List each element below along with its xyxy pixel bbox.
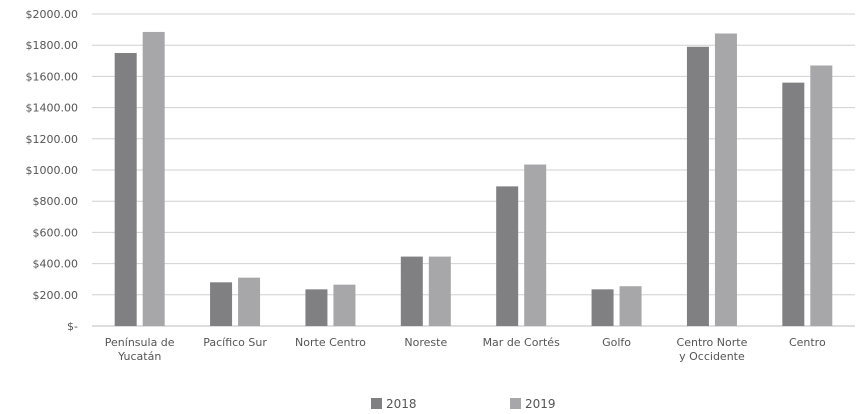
y-tick-label: $2000.00: [26, 8, 79, 21]
bar-2019: [238, 277, 261, 326]
x-category-label: Golfo: [602, 336, 631, 349]
legend-label: 2018: [386, 397, 417, 411]
bar-2019: [714, 33, 737, 326]
y-tick-label: $1000.00: [26, 164, 79, 177]
y-tick-label: $1400.00: [26, 102, 79, 115]
bar-2019: [142, 31, 165, 326]
legend: 2018 2019: [371, 397, 556, 411]
bar-2019: [810, 65, 833, 326]
bar-2018: [686, 46, 709, 326]
bar-2019: [333, 284, 356, 326]
y-tick-label: $400.00: [33, 258, 79, 271]
x-category-label: Norte Centro: [295, 336, 366, 349]
bars: [114, 31, 833, 326]
x-category-label: Pacífico Sur: [203, 336, 267, 349]
legend-swatch: [510, 398, 521, 409]
legend-swatch: [371, 398, 382, 409]
y-tick-label: $1800.00: [26, 39, 79, 52]
bar-2018: [591, 289, 614, 326]
y-tick-label: $1200.00: [26, 133, 79, 146]
bar-2018: [782, 82, 805, 326]
x-category-label: Mar de Cortés: [483, 336, 561, 349]
y-tick-label: $200.00: [33, 289, 79, 302]
bar-2018: [305, 289, 328, 326]
x-category-label: Centro Norte: [677, 336, 748, 349]
bar-2018: [400, 256, 423, 326]
gridlines: [92, 13, 855, 327]
x-category-label: Noreste: [404, 336, 447, 349]
bar-2019: [524, 164, 547, 326]
y-tick-label: $800.00: [33, 195, 79, 208]
bar-2018: [114, 53, 137, 326]
x-category-label: Yucatán: [117, 350, 161, 363]
x-category-label: y Occidente: [679, 350, 745, 363]
y-tick-label: $-: [67, 320, 78, 333]
x-category-label: Centro: [789, 336, 826, 349]
y-axis-tick-labels: $- $200.00 $400.00 $600.00 $800.00 $1000.00 $1…: [26, 8, 79, 333]
y-tick-label: $1600.00: [26, 70, 79, 83]
x-category-label: Península de: [105, 336, 175, 349]
bar-2019: [619, 286, 642, 326]
legend-label: 2019: [525, 397, 556, 411]
y-tick-label: $600.00: [33, 226, 79, 239]
bar-2018: [496, 186, 519, 326]
bar-2019: [428, 256, 451, 326]
bar-2018: [210, 282, 233, 326]
